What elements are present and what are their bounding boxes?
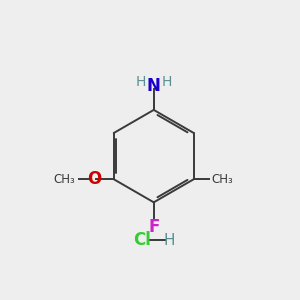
Text: H: H: [136, 75, 146, 89]
Text: N: N: [147, 77, 161, 95]
Text: H: H: [163, 233, 175, 248]
Text: Cl: Cl: [133, 231, 151, 249]
Text: H: H: [161, 75, 172, 89]
Text: CH₃: CH₃: [211, 173, 233, 186]
Text: O: O: [87, 170, 101, 188]
Text: F: F: [148, 218, 159, 236]
Text: CH₃: CH₃: [54, 173, 76, 186]
